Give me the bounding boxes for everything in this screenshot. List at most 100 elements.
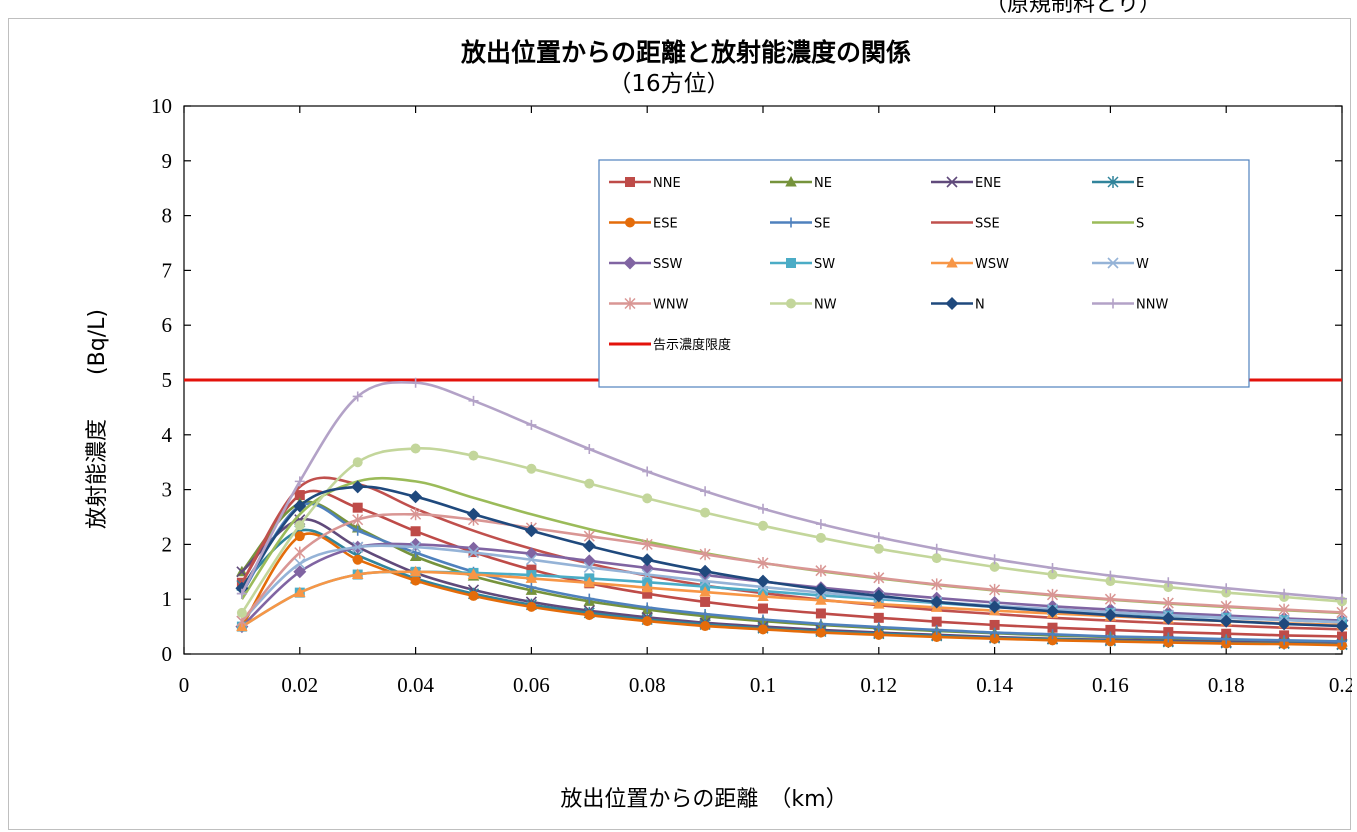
legend-label: SSW	[653, 257, 683, 272]
legend-box	[598, 159, 1250, 388]
y-axis-title: 放射能濃度 (Bq/L)	[85, 309, 110, 529]
data-point	[931, 543, 942, 554]
data-point	[642, 466, 653, 477]
data-point	[236, 588, 247, 599]
chart-frame: 放出位置からの距離と放射能濃度の関係 （16方位） 0 1 2 3 4 5 6 7 8 9 10 0 0…	[8, 18, 1352, 830]
data-point	[352, 554, 363, 565]
y-tick-label: 9	[162, 149, 173, 173]
y-tick-label: 6	[162, 313, 173, 337]
data-point	[1104, 593, 1116, 606]
series-sse	[240, 476, 1343, 631]
data-point	[1163, 632, 1174, 643]
data-point	[351, 568, 364, 580]
data-point	[352, 525, 363, 536]
legend-item-sw: SW	[770, 257, 835, 272]
y-tick-label: 5	[162, 368, 173, 392]
data-point	[410, 575, 421, 586]
legend-item-sse: SSE	[931, 217, 1000, 232]
x-tick-label: 0.16	[1092, 673, 1129, 697]
legend-swatch-marker	[786, 217, 796, 228]
legend-item-ene: ENE	[931, 176, 1001, 191]
data-point	[352, 457, 363, 468]
data-point	[1046, 588, 1059, 601]
series-n	[235, 480, 1349, 633]
y-tick-label: 10	[151, 94, 172, 118]
data-point	[1336, 606, 1348, 619]
data-point	[352, 391, 363, 402]
y-tick-label: 1	[162, 587, 173, 611]
data-point	[410, 526, 421, 537]
data-point	[468, 395, 479, 406]
data-point	[873, 598, 885, 609]
legend-item-limit: 告示濃度限度	[609, 337, 731, 353]
data-point	[1278, 603, 1290, 616]
y-tick-label: 8	[162, 204, 173, 228]
data-point	[294, 546, 306, 559]
legend-label: WNW	[653, 298, 689, 313]
data-point	[1046, 604, 1059, 618]
data-point	[1047, 562, 1058, 573]
legend-swatch-marker	[945, 297, 959, 310]
legend-label: E	[1136, 176, 1144, 191]
data-point	[815, 627, 826, 638]
legend-item-s: S	[1092, 217, 1144, 232]
legend-item-se: SE	[770, 217, 830, 232]
data-point	[525, 572, 538, 583]
legend-swatch-marker	[623, 256, 637, 270]
y-tick-label: 7	[162, 258, 173, 282]
data-point	[700, 608, 711, 619]
data-point	[584, 478, 595, 489]
data-point	[410, 508, 422, 521]
data-point	[352, 513, 364, 526]
data-point	[526, 564, 537, 575]
series-layer	[235, 377, 1349, 651]
y-tick-label: 2	[162, 532, 173, 556]
data-point	[815, 519, 826, 530]
data-point	[931, 578, 943, 591]
data-point	[758, 503, 768, 514]
data-point	[989, 561, 1000, 572]
legend-swatch-marker	[785, 176, 797, 187]
data-point	[989, 583, 1001, 596]
data-point	[410, 377, 421, 388]
data-point	[700, 507, 711, 518]
legend-label: ESE	[653, 217, 678, 232]
legend-label: W	[1136, 257, 1149, 272]
x-tick-label: 0.02	[281, 673, 318, 697]
data-point	[699, 575, 711, 587]
data-point	[1163, 627, 1174, 638]
data-point	[409, 565, 422, 577]
data-point	[641, 538, 653, 551]
x-tick-label: 0	[179, 673, 190, 697]
legend-label: NNE	[653, 176, 681, 191]
legend-swatch-marker	[946, 176, 958, 188]
legend-swatch-marker	[1108, 298, 1118, 309]
series-wnw	[236, 508, 1348, 628]
data-point	[468, 450, 479, 461]
data-point	[1221, 628, 1232, 639]
data-point	[294, 520, 305, 531]
legend-item-nnw: NNW	[1092, 298, 1168, 313]
data-point	[1047, 635, 1058, 646]
legend-label: ENE	[975, 176, 1001, 191]
data-point	[873, 612, 884, 623]
data-point	[873, 571, 885, 584]
y-tick-label: 0	[162, 642, 173, 666]
data-point	[1221, 583, 1232, 594]
data-point	[1220, 600, 1232, 613]
data-point	[642, 493, 653, 504]
data-point	[642, 616, 653, 627]
data-point	[989, 554, 1000, 565]
legend-label: NNW	[1136, 298, 1168, 313]
data-point	[1337, 636, 1347, 647]
data-point	[930, 595, 944, 609]
x-tick-label: 0.04	[397, 673, 434, 697]
legend-swatch-marker	[786, 298, 796, 309]
data-point	[1163, 577, 1174, 588]
data-point	[931, 553, 942, 564]
data-point	[1105, 576, 1116, 587]
data-point	[640, 553, 654, 567]
data-point	[1219, 614, 1233, 628]
data-point	[526, 582, 537, 593]
data-point	[1047, 569, 1058, 580]
